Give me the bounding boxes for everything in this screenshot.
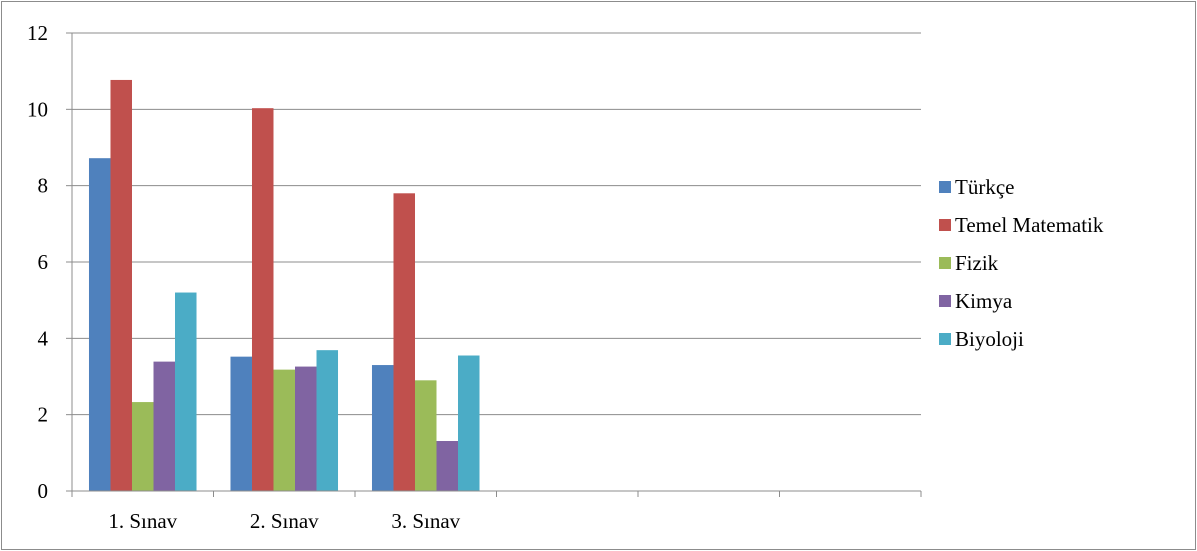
bar-trke xyxy=(88,158,111,492)
legend-label: Biyoloji xyxy=(955,327,1024,351)
y-tick-label: 6 xyxy=(38,250,49,274)
y-tick-label: 10 xyxy=(27,97,48,121)
bar-fizik xyxy=(131,402,154,491)
bar-fizik xyxy=(414,380,437,491)
bar-temel-matematik xyxy=(110,79,132,491)
bar-fizik xyxy=(273,369,296,491)
legend-swatch xyxy=(939,333,951,345)
y-tick-label: 4 xyxy=(38,326,49,350)
tick-labels: 0 2 4 6 8 10 12 1. Sınav 2. Sınav 3. Sınav xyxy=(27,21,461,533)
bar-biyoloji xyxy=(316,350,339,491)
x-tick-label: 3. Sınav xyxy=(391,509,460,533)
legend-swatch xyxy=(939,257,951,269)
y-tick-label: 0 xyxy=(38,479,49,503)
bar-kimya xyxy=(153,361,176,491)
legend-label: Kimya xyxy=(955,289,1013,313)
y-tick-label: 8 xyxy=(38,174,49,198)
bar-temel-matematik xyxy=(393,193,415,492)
x-tick-label: 2. Sınav xyxy=(250,509,319,533)
legend-label: Fizik xyxy=(955,251,999,275)
y-tick-label: 2 xyxy=(38,403,49,427)
bar-kimya xyxy=(436,441,459,491)
legend-swatch xyxy=(939,181,951,193)
x-tick-label: 1. Sınav xyxy=(108,509,177,533)
legend-swatch xyxy=(939,295,951,307)
y-tick-label: 12 xyxy=(27,21,48,45)
bar-temel-matematik xyxy=(251,108,274,492)
legend-swatch xyxy=(939,219,951,231)
legend: Türkçe Temel Matematik Fizik Kimya Biyoloji xyxy=(939,175,1104,351)
bars xyxy=(88,79,480,492)
bar-trke xyxy=(230,356,252,491)
bar-biyoloji xyxy=(175,292,197,491)
bar-kimya xyxy=(295,366,317,491)
legend-label: Türkçe xyxy=(955,175,1014,199)
bar-trke xyxy=(371,365,394,491)
gridlines xyxy=(72,32,921,416)
bar-biyoloji xyxy=(458,355,480,491)
legend-label: Temel Matematik xyxy=(955,213,1104,237)
axes xyxy=(66,32,922,497)
